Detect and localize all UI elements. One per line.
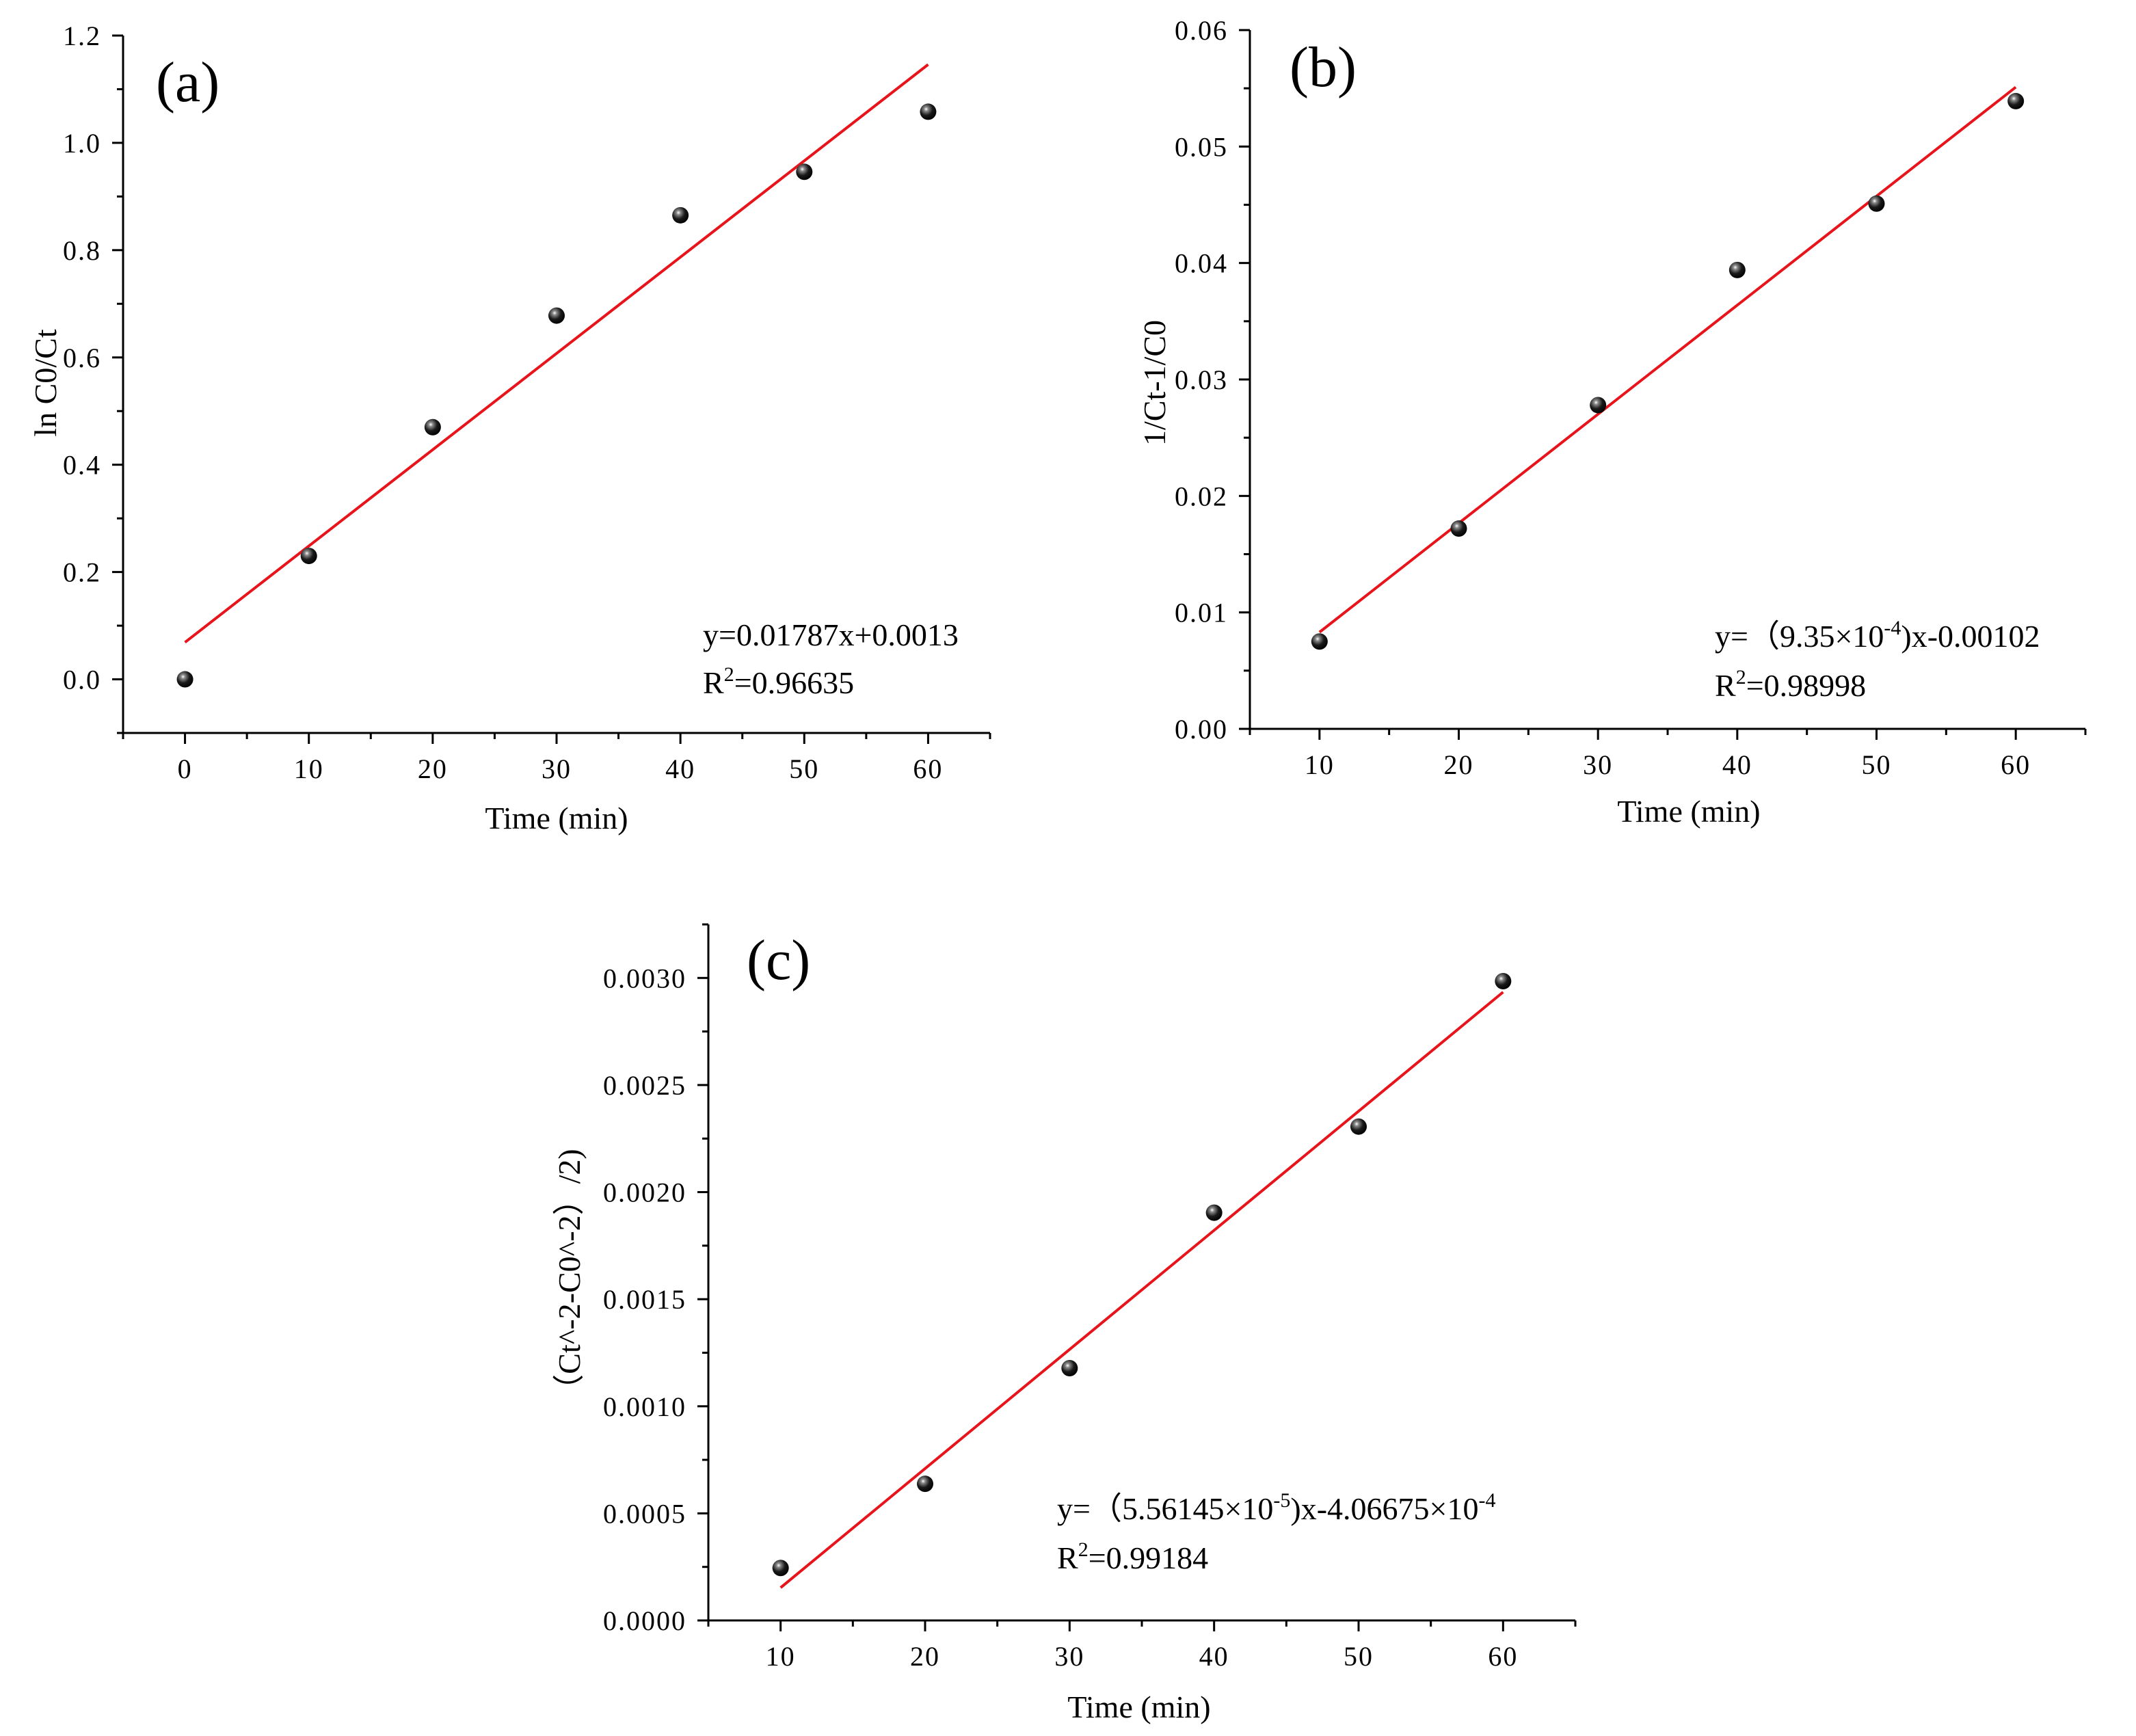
r-squared-text: R2=0.98998	[1715, 666, 1866, 703]
data-point	[920, 103, 937, 120]
y-axis-title: ln C0/Ct	[28, 329, 63, 436]
x-tick-label: 20	[1444, 749, 1474, 780]
panel-label: (b)	[1290, 36, 1357, 99]
data-point	[548, 307, 565, 324]
y-axis-title: 1/Ct-1/C0	[1137, 320, 1172, 446]
data-point	[917, 1475, 933, 1493]
data-point	[672, 206, 689, 224]
y-tick-label: 0.02	[1175, 481, 1228, 511]
r-squared-value: =0.98998	[1746, 668, 1866, 703]
y-tick-label: 0.0000	[603, 1605, 686, 1636]
y-tick-label: 1.2	[63, 21, 101, 51]
data-point	[1728, 261, 1746, 278]
y-tick-label: 0.0	[63, 665, 101, 695]
data-point	[300, 548, 317, 565]
r-squared-base: R	[1715, 668, 1736, 703]
x-tick-label: 30	[1054, 1641, 1084, 1672]
r-squared-value: =0.99184	[1089, 1540, 1208, 1575]
equation-main: y=（5.56145×10	[1057, 1491, 1273, 1526]
x-tick-label: 20	[418, 753, 448, 784]
y-tick-label: 0.6	[63, 343, 101, 373]
y-tick-label: 0.8	[63, 235, 101, 266]
data-point	[1205, 1204, 1223, 1221]
r-squared-text: R2=0.96635	[703, 663, 854, 700]
data-point	[1450, 520, 1467, 537]
y-tick-label: 0.0030	[603, 963, 686, 993]
x-tick-label: 30	[542, 753, 572, 784]
data-point	[1061, 1360, 1078, 1377]
r-squared-base: R	[1057, 1540, 1078, 1575]
r-squared-base: R	[703, 665, 724, 700]
data-point	[1311, 633, 1328, 650]
x-tick-label: 50	[789, 753, 819, 784]
y-tick-label: 0.4	[63, 450, 101, 481]
y-tick-label: 0.03	[1175, 364, 1228, 395]
r-squared-text: R2=0.99184	[1057, 1538, 1208, 1575]
x-tick-label: 60	[2001, 749, 2031, 780]
x-tick-label: 50	[1862, 749, 1892, 780]
equation-text: y=（9.35×10-4)x-0.00102	[1715, 617, 2040, 654]
x-tick-label: 40	[665, 753, 695, 784]
chart-panel-a: 0 10 20 30 40 50 60 0.0 0.2 0.4 0.6 0.8 1.0 1.2 Time (…	[28, 21, 991, 836]
data-point	[424, 418, 441, 436]
data-point	[1350, 1118, 1367, 1135]
equation-main: y=（9.35×10	[1715, 619, 1884, 654]
equation-exponent: -4	[1884, 617, 1901, 639]
fit-line	[779, 991, 1504, 1589]
data-point	[796, 163, 813, 181]
r-squared-exponent: 2	[1736, 666, 1746, 689]
y-tick-label: 1.0	[63, 128, 101, 159]
x-tick-label: 40	[1722, 749, 1752, 780]
equation-suffix: )x-0.00102	[1901, 619, 2040, 654]
x-tick-label: 20	[910, 1641, 940, 1672]
y-tick-label: 0.04	[1175, 248, 1228, 279]
data-point	[772, 1560, 789, 1577]
y-tick-label: 0.05	[1175, 131, 1228, 162]
y-axis-title: （Ct^-2-C0^-2）/2)	[552, 1149, 587, 1405]
data-point	[1590, 397, 1607, 414]
data-point	[2007, 92, 2025, 109]
fit-line	[184, 63, 929, 643]
x-tick-label: 10	[294, 753, 324, 784]
y-tick-label: 0.0025	[603, 1070, 686, 1101]
y-tick-label: 0.0020	[603, 1177, 686, 1208]
r-squared-exponent: 2	[1078, 1538, 1089, 1561]
equation-main: y=0.01787x+0.0013	[703, 617, 959, 652]
y-tick-label: 0.2	[63, 557, 101, 588]
data-point	[1495, 973, 1512, 990]
x-tick-label: 40	[1199, 1641, 1229, 1672]
x-tick-label: 10	[766, 1641, 796, 1672]
x-tick-label: 0	[178, 753, 193, 784]
x-tick-label: 60	[1488, 1641, 1518, 1672]
data-point	[176, 671, 193, 688]
equation-exponent-2: -4	[1478, 1489, 1495, 1512]
x-axis-title: Time (min)	[485, 801, 628, 836]
y-tick-label: 0.0010	[603, 1391, 686, 1422]
x-axis-title: Time (min)	[1617, 794, 1760, 829]
r-squared-exponent: 2	[724, 663, 734, 686]
y-tick-label: 0.0005	[603, 1498, 686, 1529]
x-tick-label: 10	[1305, 749, 1335, 780]
r-squared-value: =0.96635	[734, 665, 854, 700]
y-tick-label: 0.0015	[603, 1284, 686, 1315]
y-tick-label: 0.06	[1175, 15, 1228, 46]
x-tick-label: 30	[1583, 749, 1613, 780]
x-tick-label: 60	[913, 753, 943, 784]
equation-text: y=（5.56145×10-5)x-4.06675×10-4	[1057, 1489, 1495, 1526]
x-tick-label: 50	[1344, 1641, 1374, 1672]
panel-label: (a)	[156, 51, 219, 114]
fit-line	[1318, 85, 2017, 634]
data-point	[1868, 195, 1885, 212]
x-axis-title: Time (min)	[1067, 1690, 1210, 1724]
chart-panel-b: 10 20 30 40 50 60 0.00 0.01 0.02 0.03 0.04 0.05 0.06…	[1137, 15, 2087, 829]
equation-exponent: -5	[1273, 1489, 1290, 1512]
equation-suffix: )x-4.06675×10	[1290, 1491, 1478, 1526]
y-tick-label: 0.01	[1175, 598, 1228, 628]
panel-label: (c)	[747, 929, 810, 992]
equation-text: y=0.01787x+0.0013	[703, 617, 959, 652]
y-tick-label: 0.00	[1175, 714, 1228, 745]
chart-panel-c: 10 20 30 40 50 60 0.0000 0.0005 0.0010 0.0015 0.00…	[552, 923, 1577, 1724]
